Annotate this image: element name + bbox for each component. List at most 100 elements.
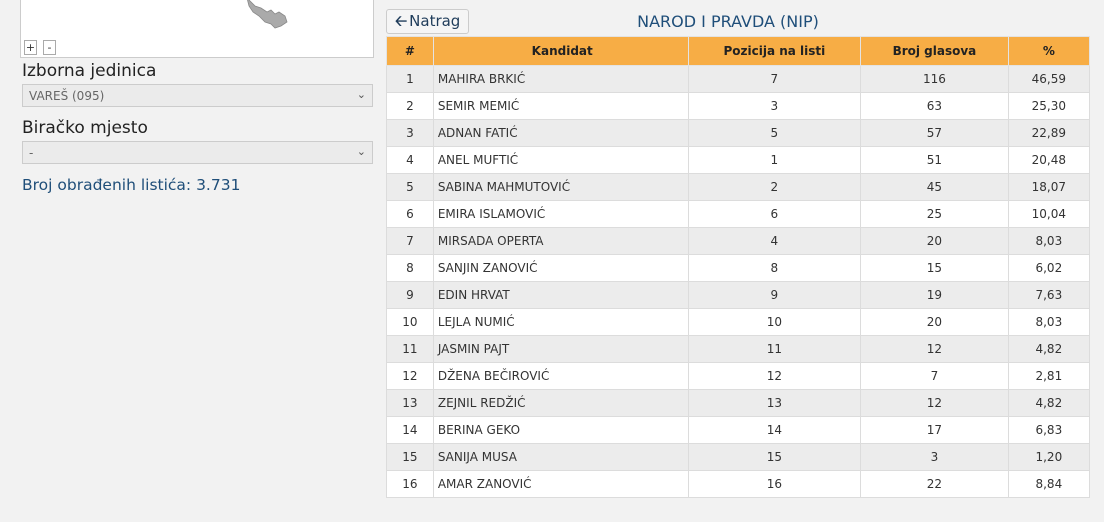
list-position: 14: [687, 416, 862, 444]
table-row: 10 LEJLA NUMIĆ 10 20 8,03: [386, 308, 1091, 336]
list-position: 15: [687, 443, 862, 471]
list-position: 3: [687, 92, 862, 120]
arrow-left-icon: 🡠: [395, 12, 408, 30]
list-position: 7: [687, 65, 862, 93]
row-number: 6: [386, 200, 434, 228]
vote-percent: 20,48: [1007, 146, 1091, 174]
vote-count: 20: [860, 308, 1009, 336]
candidate-name: DŽENA BEČIROVIĆ: [432, 362, 689, 390]
table-row: 7 MIRSADA OPERTA 4 20 8,03: [386, 227, 1091, 255]
vote-percent: 46,59: [1007, 65, 1091, 93]
col-header-candidate[interactable]: Kandidat: [432, 36, 689, 66]
row-number: 11: [386, 335, 434, 363]
list-position: 11: [687, 335, 862, 363]
row-number: 16: [386, 470, 434, 498]
back-button[interactable]: 🡠 Natrag: [386, 9, 469, 34]
vote-count: 57: [860, 119, 1009, 147]
candidate-name: SANIJA MUSA: [432, 443, 689, 471]
table-row: 5 SABINA MAHMUTOVIĆ 2 45 18,07: [386, 173, 1091, 201]
list-position: 13: [687, 389, 862, 417]
map-region-shape[interactable]: [241, 0, 311, 30]
list-position: 10: [687, 308, 862, 336]
vote-count: 22: [860, 470, 1009, 498]
table-row: 3 ADNAN FATIĆ 5 57 22,89: [386, 119, 1091, 147]
candidate-name: SANJIN ZANOVIĆ: [432, 254, 689, 282]
table-row: 9 EDIN HRVAT 9 19 7,63: [386, 281, 1091, 309]
col-header-number[interactable]: #: [386, 36, 434, 66]
processed-ballots-count: Broj obrađenih listića: 3.731: [22, 176, 241, 194]
map-zoom-out-button[interactable]: -: [43, 40, 56, 55]
chevron-down-icon: ⌄: [356, 145, 366, 158]
vote-percent: 10,04: [1007, 200, 1091, 228]
polling-station-select[interactable]: - ⌄: [22, 141, 373, 164]
vote-count: 15: [860, 254, 1009, 282]
party-title: NAROD I PRAVDA (NIP): [637, 12, 819, 31]
list-position: 9: [687, 281, 862, 309]
vote-percent: 7,63: [1007, 281, 1091, 309]
row-number: 4: [386, 146, 434, 174]
vote-count: 63: [860, 92, 1009, 120]
vote-percent: 8,03: [1007, 308, 1091, 336]
list-position: 6: [687, 200, 862, 228]
row-number: 10: [386, 308, 434, 336]
back-button-label: Natrag: [409, 12, 461, 30]
list-position: 12: [687, 362, 862, 390]
vote-count: 3: [860, 443, 1009, 471]
vote-count: 12: [860, 389, 1009, 417]
candidate-name: BERINA GEKO: [432, 416, 689, 444]
list-position: 16: [687, 470, 862, 498]
map-zoom-in-button[interactable]: +: [24, 40, 37, 55]
table-row: 14 BERINA GEKO 14 17 6,83: [386, 416, 1091, 444]
vote-count: 51: [860, 146, 1009, 174]
list-position: 5: [687, 119, 862, 147]
row-number: 9: [386, 281, 434, 309]
row-number: 8: [386, 254, 434, 282]
row-number: 13: [386, 389, 434, 417]
col-header-votes[interactable]: Broj glasova: [860, 36, 1009, 66]
vote-percent: 6,83: [1007, 416, 1091, 444]
row-number: 14: [386, 416, 434, 444]
list-position: 1: [687, 146, 862, 174]
col-header-percent[interactable]: %: [1007, 36, 1091, 66]
vote-percent: 4,82: [1007, 335, 1091, 363]
vote-percent: 6,02: [1007, 254, 1091, 282]
candidate-name: SEMIR MEMIĆ: [432, 92, 689, 120]
table-row: 6 EMIRA ISLAMOVIĆ 6 25 10,04: [386, 200, 1091, 228]
vote-percent: 1,20: [1007, 443, 1091, 471]
constituency-select[interactable]: VAREŠ (095) ⌄: [22, 84, 373, 107]
table-row: 1 MAHIRA BRKIĆ 7 116 46,59: [386, 65, 1091, 93]
table-header-row: # Kandidat Pozicija na listi Broj glasov…: [386, 36, 1091, 66]
vote-percent: 18,07: [1007, 173, 1091, 201]
candidate-name: MIRSADA OPERTA: [432, 227, 689, 255]
candidate-name: JASMIN PAJT: [432, 335, 689, 363]
col-header-list-position[interactable]: Pozicija na listi: [687, 36, 862, 66]
vote-count: 45: [860, 173, 1009, 201]
table-row: 12 DŽENA BEČIROVIĆ 12 7 2,81: [386, 362, 1091, 390]
vote-percent: 4,82: [1007, 389, 1091, 417]
vote-count: 116: [860, 65, 1009, 93]
row-number: 5: [386, 173, 434, 201]
polling-station-label: Biračko mjesto: [22, 118, 148, 138]
map-panel[interactable]: [20, 0, 374, 58]
chevron-down-icon: ⌄: [356, 88, 366, 101]
vote-percent: 8,03: [1007, 227, 1091, 255]
vote-count: 7: [860, 362, 1009, 390]
table-row: 4 ANEL MUFTIĆ 1 51 20,48: [386, 146, 1091, 174]
constituency-select-value: VAREŠ (095): [29, 89, 105, 103]
table-row: 8 SANJIN ZANOVIĆ 8 15 6,02: [386, 254, 1091, 282]
vote-percent: 2,81: [1007, 362, 1091, 390]
vote-count: 25: [860, 200, 1009, 228]
row-number: 7: [386, 227, 434, 255]
list-position: 8: [687, 254, 862, 282]
list-position: 2: [687, 173, 862, 201]
row-number: 3: [386, 119, 434, 147]
row-number: 15: [386, 443, 434, 471]
vote-count: 17: [860, 416, 1009, 444]
vote-percent: 8,84: [1007, 470, 1091, 498]
row-number: 12: [386, 362, 434, 390]
row-number: 1: [386, 65, 434, 93]
candidate-name: SABINA MAHMUTOVIĆ: [432, 173, 689, 201]
row-number: 2: [386, 92, 434, 120]
vote-count: 19: [860, 281, 1009, 309]
vote-percent: 22,89: [1007, 119, 1091, 147]
